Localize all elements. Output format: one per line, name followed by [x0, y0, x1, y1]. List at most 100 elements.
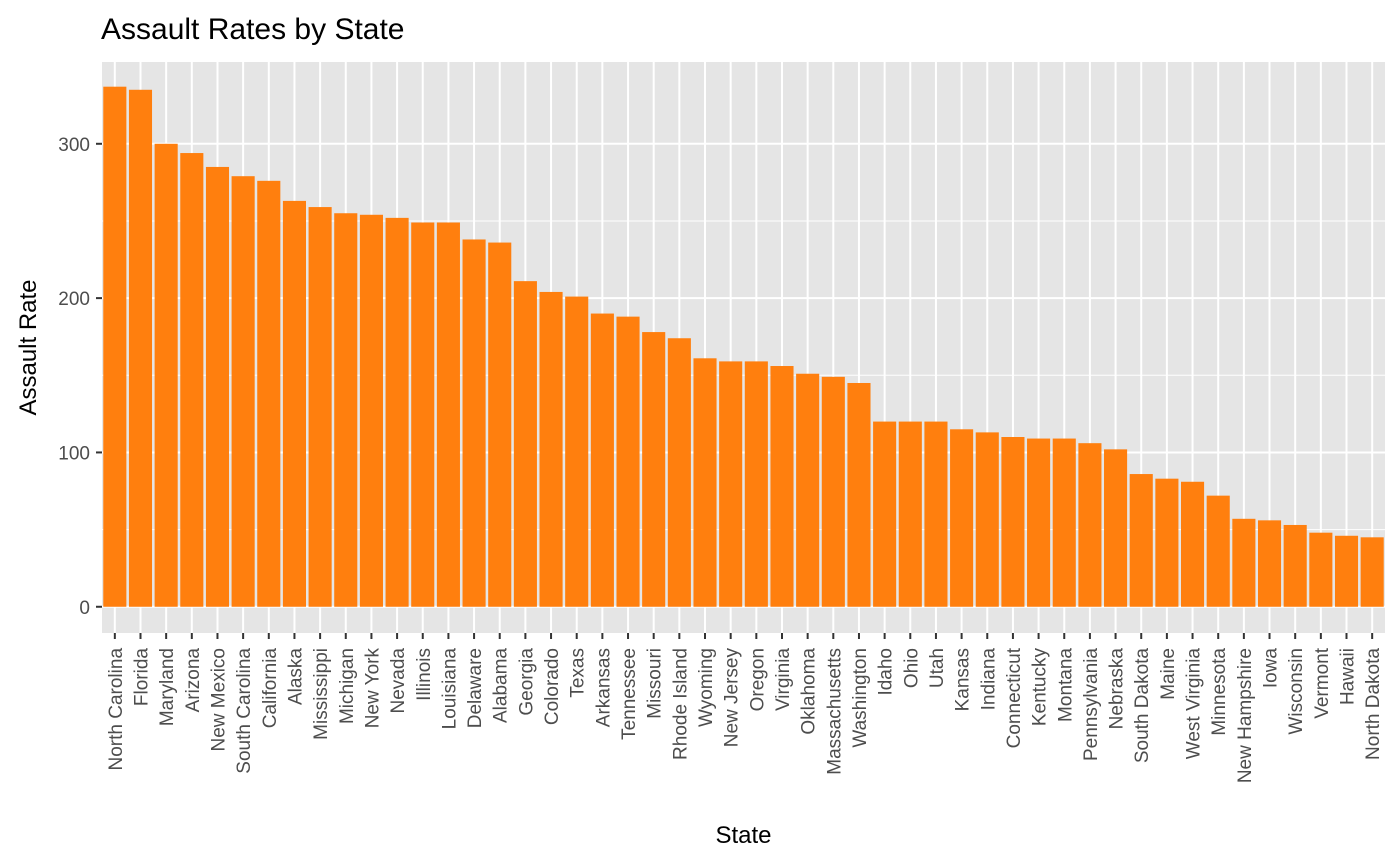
bar — [693, 358, 717, 607]
bar — [257, 180, 281, 607]
x-axis-title: State — [715, 822, 771, 849]
bar — [1155, 478, 1179, 607]
x-tick-label: Nebraska — [1107, 648, 1128, 730]
x-tick-label: Alaska — [285, 648, 306, 705]
bar — [1104, 449, 1128, 607]
bar — [539, 291, 563, 607]
x-tick-label: Illinois — [414, 648, 435, 701]
bar — [205, 166, 230, 607]
bar — [462, 239, 486, 607]
x-tick-label: Michigan — [337, 648, 358, 724]
x-tick-label: California — [260, 648, 281, 729]
bar — [1232, 518, 1256, 607]
bar — [847, 382, 871, 607]
bar — [359, 214, 383, 607]
x-tick-label: Florida — [131, 648, 152, 707]
bar — [1283, 524, 1307, 607]
y-axis-title: Assault Rate — [15, 279, 42, 415]
x-tick-label: Massachusetts — [824, 648, 845, 775]
bar — [821, 376, 845, 607]
x-tick-label: Minnesota — [1209, 648, 1230, 736]
x-tick-label: Louisiana — [439, 648, 460, 730]
bar — [1334, 535, 1359, 607]
y-tick-label: 200 — [58, 289, 90, 310]
x-tick-label: West Virginia — [1184, 648, 1205, 760]
x-tick-label: Maryland — [157, 648, 178, 726]
x-tick-label: New York — [362, 648, 383, 729]
bar — [1052, 438, 1076, 607]
bar — [128, 89, 153, 607]
bar — [308, 207, 332, 607]
x-tick-label: Arkansas — [593, 648, 614, 727]
x-tick-label: Texas — [568, 648, 589, 698]
x-tick-label: Nevada — [388, 648, 409, 714]
bar — [950, 429, 974, 607]
bars — [103, 86, 1384, 607]
x-tick-label: Hawaii — [1338, 648, 1359, 705]
x-tick-label: North Dakota — [1363, 648, 1384, 760]
y-tick-label: 300 — [58, 135, 90, 156]
x-tick-label: Wyoming — [696, 648, 717, 727]
x-tick-label: South Dakota — [1132, 648, 1153, 764]
x-tick-label: Virginia — [773, 648, 794, 711]
x-tick-label: Kansas — [953, 648, 974, 711]
bar — [385, 217, 409, 607]
x-tick-label: Kentucky — [1030, 648, 1051, 727]
y-tick-label: 0 — [79, 598, 90, 619]
bar — [873, 421, 897, 607]
x-tick-label: Mississippi — [311, 648, 332, 740]
x-tick-label: North Carolina — [106, 648, 127, 771]
x-tick-label: New Mexico — [208, 648, 229, 751]
bar — [744, 361, 768, 607]
bar — [1360, 537, 1384, 607]
bar — [513, 281, 537, 607]
bar — [1309, 532, 1333, 607]
bar — [616, 316, 640, 607]
bar — [1206, 495, 1230, 607]
bar — [411, 222, 435, 607]
x-tick-label: New Jersey — [722, 648, 743, 748]
bar — [667, 338, 691, 607]
bar — [1129, 474, 1153, 607]
bar — [1078, 443, 1102, 607]
bar — [898, 421, 922, 607]
bar — [231, 176, 255, 607]
x-tick-label: Alabama — [491, 648, 512, 723]
x-tick-label: Colorado — [542, 648, 563, 725]
x-tick-label: Oklahoma — [799, 648, 820, 735]
x-tick-label: Ohio — [901, 648, 922, 688]
x-tick-label: Indiana — [978, 648, 999, 711]
x-tick-label: Missouri — [645, 648, 666, 719]
x-tick-label: Georgia — [516, 648, 537, 716]
bar — [924, 421, 948, 607]
bar — [334, 213, 358, 607]
x-tick-label: Vermont — [1312, 647, 1333, 718]
x-tick-label: Idaho — [876, 648, 897, 696]
bar — [180, 153, 204, 607]
bar — [590, 313, 614, 607]
bar — [975, 432, 999, 607]
bar — [154, 143, 178, 607]
y-axis: 0 100 200 300 — [58, 135, 102, 619]
bar — [282, 200, 306, 607]
bar — [770, 366, 794, 607]
bar — [103, 86, 127, 607]
x-tick-label: Oregon — [747, 648, 768, 711]
bar — [436, 222, 460, 607]
bar — [642, 332, 666, 607]
x-tick-label: Delaware — [465, 648, 486, 728]
x-tick-label: Iowa — [1261, 648, 1282, 689]
x-tick-label: South Carolina — [234, 648, 255, 774]
x-tick-label: Maine — [1158, 648, 1179, 700]
x-tick-label: Montana — [1055, 648, 1076, 722]
bar — [1001, 437, 1025, 607]
x-tick-label: Tennessee — [619, 648, 640, 740]
bar — [796, 373, 820, 607]
x-tick-label: Connecticut — [1004, 647, 1025, 748]
bar — [1027, 438, 1051, 607]
y-tick-label: 100 — [58, 443, 90, 464]
x-tick-label: Arizona — [183, 648, 204, 713]
bar — [1181, 481, 1205, 607]
